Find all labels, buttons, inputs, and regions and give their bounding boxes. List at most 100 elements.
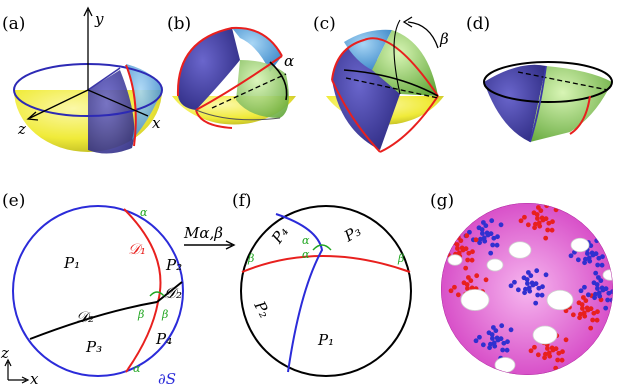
x-axis	[87, 89, 149, 117]
tiling-dot	[599, 285, 605, 291]
panel-a: (a) y x z	[2, 6, 163, 154]
tiling-dot	[525, 281, 530, 286]
tiling-dot	[494, 242, 500, 248]
tiling-dot	[553, 346, 559, 352]
tiling-dot	[546, 220, 552, 226]
tiling-hole	[447, 254, 463, 266]
label-d2-left: 𝒟₂	[76, 308, 94, 326]
tiling-dot	[452, 284, 457, 290]
tiling-dot	[550, 219, 555, 225]
tiling-dot	[559, 357, 565, 363]
tiling-dot	[480, 231, 485, 236]
tiling-dot	[518, 218, 524, 224]
tiling-dot	[535, 292, 541, 298]
tiling-dot	[603, 286, 609, 292]
angle-beta-right: β	[397, 252, 404, 265]
tiling-dot	[556, 350, 562, 356]
dashed-axis	[211, 73, 287, 109]
tiling-dot	[482, 238, 488, 244]
axis-x-small: x	[30, 370, 39, 387]
tiling-dot	[603, 242, 609, 248]
tiling-dot	[614, 277, 618, 282]
tiling-dot	[490, 336, 495, 341]
tiling-dot	[591, 310, 597, 316]
tiling-dot	[469, 257, 475, 263]
tiling-dot	[545, 346, 550, 351]
tiling-dot	[595, 286, 600, 291]
panel-label-e: (e)	[2, 191, 25, 211]
tiling-dot	[476, 225, 482, 231]
tiling-dot	[591, 280, 597, 286]
tiling-dot	[555, 357, 561, 363]
y-axis-arrow	[83, 6, 93, 17]
tiling-dot	[465, 257, 471, 263]
tiling-dot	[525, 222, 531, 228]
tiling-dot	[500, 347, 506, 353]
tiling-dot	[469, 285, 475, 291]
tiling-dot	[532, 344, 537, 350]
tiling-dot	[592, 295, 597, 301]
tiling-dot	[582, 284, 587, 290]
green-region	[372, 30, 438, 96]
z-axis-arrow-small	[4, 358, 12, 367]
tiling-hole	[486, 258, 504, 272]
panel-label-g: (g)	[430, 191, 454, 211]
tiling-dot	[522, 290, 527, 296]
axis-z-small: z	[0, 344, 9, 362]
red-arc-right	[379, 95, 439, 153]
tiling-dot	[594, 317, 600, 323]
red-arc-bottom	[195, 109, 233, 129]
tiling-dot	[494, 335, 500, 341]
panel-label-a: (a)	[2, 14, 25, 34]
angle-beta-left: β	[247, 252, 254, 265]
tiling-dot	[542, 355, 547, 361]
tiling-dot	[527, 288, 533, 294]
tiling-dot	[595, 275, 601, 280]
tiling-hole	[508, 241, 532, 259]
tiling-dot	[580, 306, 585, 311]
tiling-dot	[528, 348, 534, 354]
panel-e: (e) P₁ P₂ P₃ P₄ 𝒟₁ 𝒟₂ 𝒟₂ α α β β ∂S z x	[0, 191, 184, 387]
tiling-dot	[543, 272, 549, 278]
tiling-dot	[545, 227, 551, 233]
blue-region	[484, 64, 546, 142]
tiling-dot	[549, 345, 555, 351]
blue-region	[332, 40, 400, 150]
angle-alpha-label: α	[284, 52, 294, 70]
tiling-dot	[588, 306, 594, 312]
label-d2-right: 𝒟₂	[164, 284, 182, 302]
tiling-dot	[532, 225, 537, 231]
tiling-dot	[590, 317, 596, 323]
tiling-dot	[522, 214, 527, 220]
tiling-dot	[600, 254, 605, 260]
blue-line	[87, 67, 121, 91]
tiling-dot	[480, 342, 486, 348]
tiling-dot	[441, 248, 444, 254]
tiling-dot	[504, 347, 510, 353]
tiling-dot	[461, 280, 467, 286]
tiling-dot	[498, 222, 504, 228]
angle-alpha-up: α	[302, 234, 310, 247]
x-axis-arrow-small	[21, 376, 30, 384]
map-arrow-group: Mα,β	[183, 224, 236, 250]
tiling-dot	[605, 297, 611, 303]
tiling-dot	[480, 220, 486, 225]
tiling-dot	[508, 283, 514, 289]
tiling-dot	[593, 270, 599, 276]
tiling-dot	[547, 353, 553, 359]
tiling-dot	[537, 223, 543, 229]
panel-label-b: (b)	[167, 14, 191, 34]
tiling-dot	[578, 288, 584, 294]
angle-arc-alpha	[149, 291, 165, 297]
tiling-dot	[465, 286, 470, 291]
tiling-hole	[532, 325, 558, 345]
angle-arc-f	[312, 244, 332, 251]
tiling-dot	[491, 235, 497, 241]
tiling-dot	[467, 229, 472, 235]
dashed-axis	[517, 71, 609, 91]
red-arc	[125, 64, 137, 147]
tiling-dot	[582, 313, 588, 319]
panel-b: (b) α	[167, 14, 296, 129]
tiling-dot	[543, 216, 549, 222]
region-p2: P₂	[250, 297, 274, 321]
